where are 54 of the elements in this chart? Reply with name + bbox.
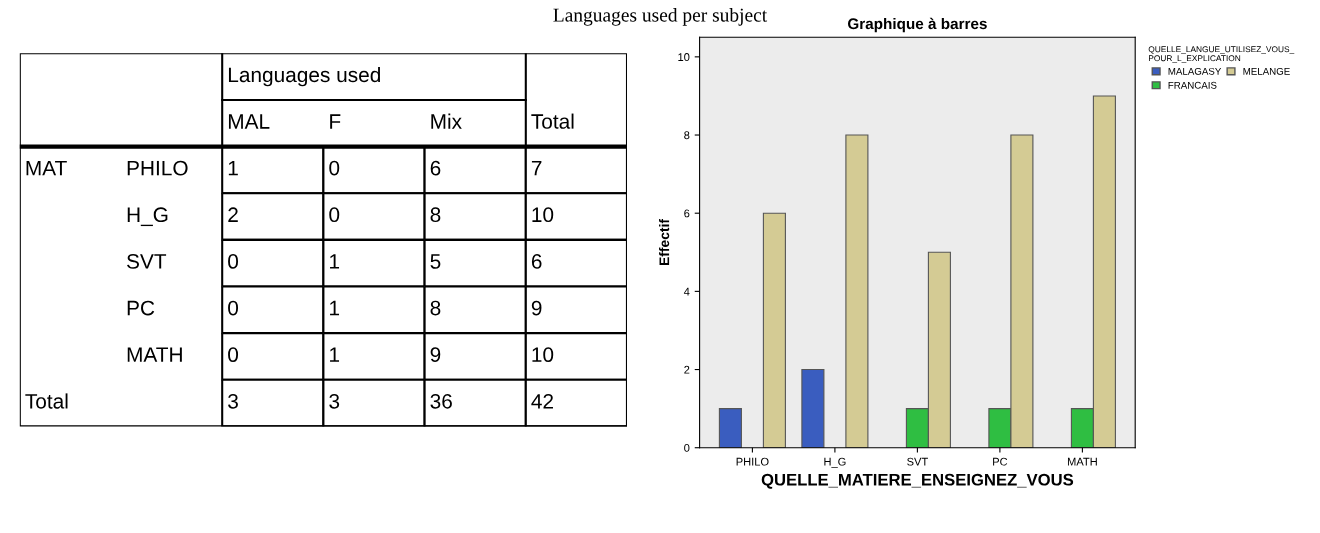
legend-label: FRANCAIS [1168, 81, 1217, 89]
data-label: 1 [228, 160, 238, 176]
y-tick-label: 6 [684, 209, 690, 218]
y2-tick-label: MATH [127, 347, 182, 362]
x-tick-label: F [330, 114, 341, 129]
data-label: 10 [532, 207, 554, 223]
legend-label: MELANGE [1243, 67, 1290, 75]
data-label: 5 [430, 254, 441, 269]
x-tick-label: MAL [228, 114, 270, 129]
x-tick-label: SVT [907, 457, 928, 466]
data-label: 0 [228, 300, 239, 316]
y-tick-label: 8 [684, 131, 690, 140]
y2-tick-label: H_G [127, 207, 168, 227]
data-label: 1 [330, 347, 340, 362]
y-tick-label: 0 [684, 443, 690, 452]
x-tick-label: Mix [431, 113, 462, 129]
data-label: 3 [329, 393, 340, 409]
data-label: 6 [531, 254, 542, 269]
legend-label: MALAGASY [1168, 67, 1222, 75]
y-tick-label: 2 [684, 365, 690, 374]
data-label: 7 [531, 160, 542, 176]
data-label: 42 [531, 393, 553, 409]
x-tick-label: PHILO [736, 457, 769, 466]
data-label: 6 [430, 160, 441, 176]
data-label: 0 [228, 254, 239, 269]
x-tick-label: H_G [824, 457, 846, 468]
data-label: 8 [430, 207, 441, 223]
data-label: 1 [330, 254, 340, 269]
data-label: 1 [330, 300, 340, 316]
y-tick-label: 4 [683, 287, 690, 296]
data-label: 36 [430, 393, 452, 409]
y-tick-label: 10 [678, 53, 690, 61]
y-axis-title: Effectif [659, 218, 670, 266]
data-label: 9 [430, 347, 441, 363]
y2-tick-label: PHILO [127, 160, 188, 176]
data-label: 10 [532, 347, 554, 363]
data-label: 0 [228, 347, 239, 363]
data-label: 8 [430, 300, 441, 316]
x-tick-label: PC [993, 457, 1008, 466]
data-label: 3 [228, 393, 238, 409]
text: Languages used [228, 66, 380, 87]
legend-title: QUELLE_LANGUE_UTILISEZ_VOUS_ POUR_L_EXPLICATION [1148, 46, 1295, 63]
y2-tick-label: PC [127, 300, 155, 316]
text: Languages used per subject [553, 8, 768, 26]
data-label: 2 [228, 207, 238, 222]
x-tick-label: MATH [1067, 457, 1097, 466]
data-label: 0 [329, 207, 340, 223]
chart-title: Graphique à barres [847, 17, 987, 33]
x-axis-title: QUELLE_MATIERE_ENSEIGNEZ_VOUS [761, 473, 1074, 489]
data-label: 0 [329, 160, 340, 176]
data-label: 9 [531, 300, 542, 316]
x-tick-label: Total [531, 113, 574, 129]
y-tick-label: MAT [26, 160, 67, 176]
y2-tick-label: SVT [127, 254, 167, 269]
